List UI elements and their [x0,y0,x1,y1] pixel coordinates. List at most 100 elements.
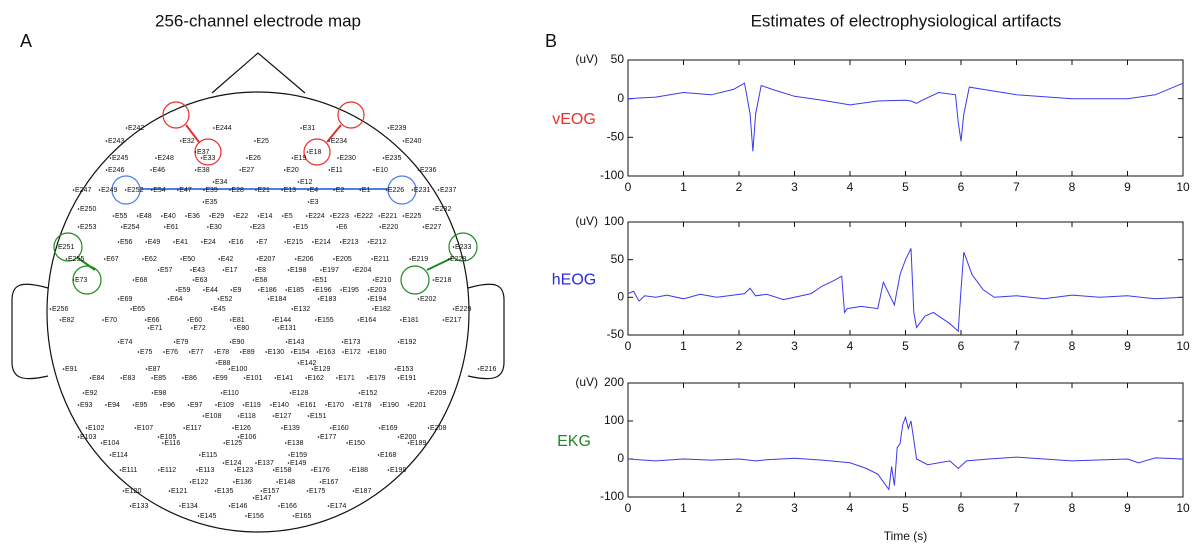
electrode-label: E30 [209,224,222,231]
electrode-dot [407,442,410,444]
electrode-dot [409,258,412,260]
electrode-dot [179,140,182,142]
electrode-label: E86 [184,375,197,382]
electrode-label: E107 [137,425,153,432]
electrode-label: E216 [480,366,496,373]
electrode-dot [352,269,355,271]
x-tick-label: 4 [847,501,854,515]
electrode-label: E169 [381,425,397,432]
electrode-label: E149 [290,460,306,467]
highlight [448,232,478,262]
electrode-label: E6 [339,224,348,231]
electrode-label: E151 [310,413,326,420]
electrode-label: E27 [242,167,255,174]
electrode-dot [192,279,195,281]
electrode-dot [358,392,361,394]
electrode-label: E72 [193,325,206,332]
electrode-label: E183 [320,296,336,303]
head-outline [46,91,470,533]
electrode-dot [196,469,198,471]
x-tick-label: 0 [625,339,632,353]
electrode-label: E100 [231,366,247,373]
electrode-label: E220 [382,224,398,231]
electrode-dot [130,308,132,310]
electrode-label: E173 [344,339,360,346]
electrode-label: E58 [255,277,268,284]
electrode-label: E97 [190,402,203,409]
electrode-dot [316,351,319,353]
electrode-label: E152 [361,390,377,397]
electrode-label: E202 [420,296,436,303]
electrode-label: E83 [123,375,136,382]
electrode-label: E196 [315,287,331,294]
electrode-label: E205 [335,256,351,263]
right-ear [467,283,505,380]
electrode-dot [272,415,275,417]
electrode-dot [287,269,290,271]
electrode-label: E217 [445,317,461,324]
electrode-dot [281,189,283,191]
electrode-dot [312,289,315,291]
electrode-label: E164 [360,317,376,324]
electrode-label: E80 [237,325,250,332]
x-tick-label: 3 [791,501,798,515]
electrode-label: E178 [355,402,371,409]
electrode-label: E77 [191,349,204,356]
x-tick-label: 1 [680,501,687,515]
electrode-dot [270,404,272,406]
electrode-dot [185,215,187,217]
series-label: hEOG [552,272,596,289]
highlight [400,265,430,295]
x-tick-label: 1 [680,180,687,194]
electrode-label: E155 [317,317,333,324]
electrode-dot [112,215,115,217]
electrode-dot [194,151,197,153]
electrode-dot [319,481,322,483]
electrode-dot [306,151,309,153]
electrode-label: E75 [140,349,153,356]
electrode-dot [85,427,88,429]
x-tick-label: 7 [1013,339,1020,353]
electrode-dot [432,279,435,281]
electrode-dot [307,201,310,203]
signal-line [627,82,1184,152]
x-tick-label: 7 [1013,501,1020,515]
electrode-label: E102 [88,425,104,432]
electrode-label: E165 [295,513,311,520]
electrode-dot [214,351,216,353]
electrode-label: E234 [331,138,347,145]
electrode-dot [372,279,375,281]
electrode-dot [293,226,295,228]
electrode-label: E227 [425,224,441,231]
electrode-dot [200,157,203,159]
electrode-label: E63 [195,277,208,284]
electrode-dot [315,319,317,321]
electrode-dot [210,308,213,310]
electrode-label: E184 [270,296,286,303]
electrode-label: E112 [160,467,176,474]
electrode-label: E104 [103,440,119,447]
electrode-label: E12 [300,179,313,186]
electrode-dot [228,505,231,507]
electrode-dot [328,140,331,142]
electrode-dot [228,241,231,243]
electrode-dot [120,226,123,228]
electrode-dot [372,308,374,310]
electrode-dot [333,189,336,191]
electrode-label: E15 [296,224,309,231]
electrode-dot [134,427,137,429]
electrode-label: E243 [108,138,124,145]
electrode-dot [246,157,248,159]
electrode-label: E78 [217,349,230,356]
electrode-label: E229 [455,306,471,313]
electrode-label: E139 [283,425,299,432]
electrode-label: E181 [402,317,418,324]
electrode-label: E29 [212,213,225,220]
electrode-label: E89 [242,349,255,356]
electrode-label: E48 [139,213,152,220]
electrode-dot [311,469,313,471]
electrode-dot [378,427,381,429]
electrode-label: E88 [218,360,231,367]
electrode-label: E92 [85,390,98,397]
electrode-label: E176 [313,467,329,474]
